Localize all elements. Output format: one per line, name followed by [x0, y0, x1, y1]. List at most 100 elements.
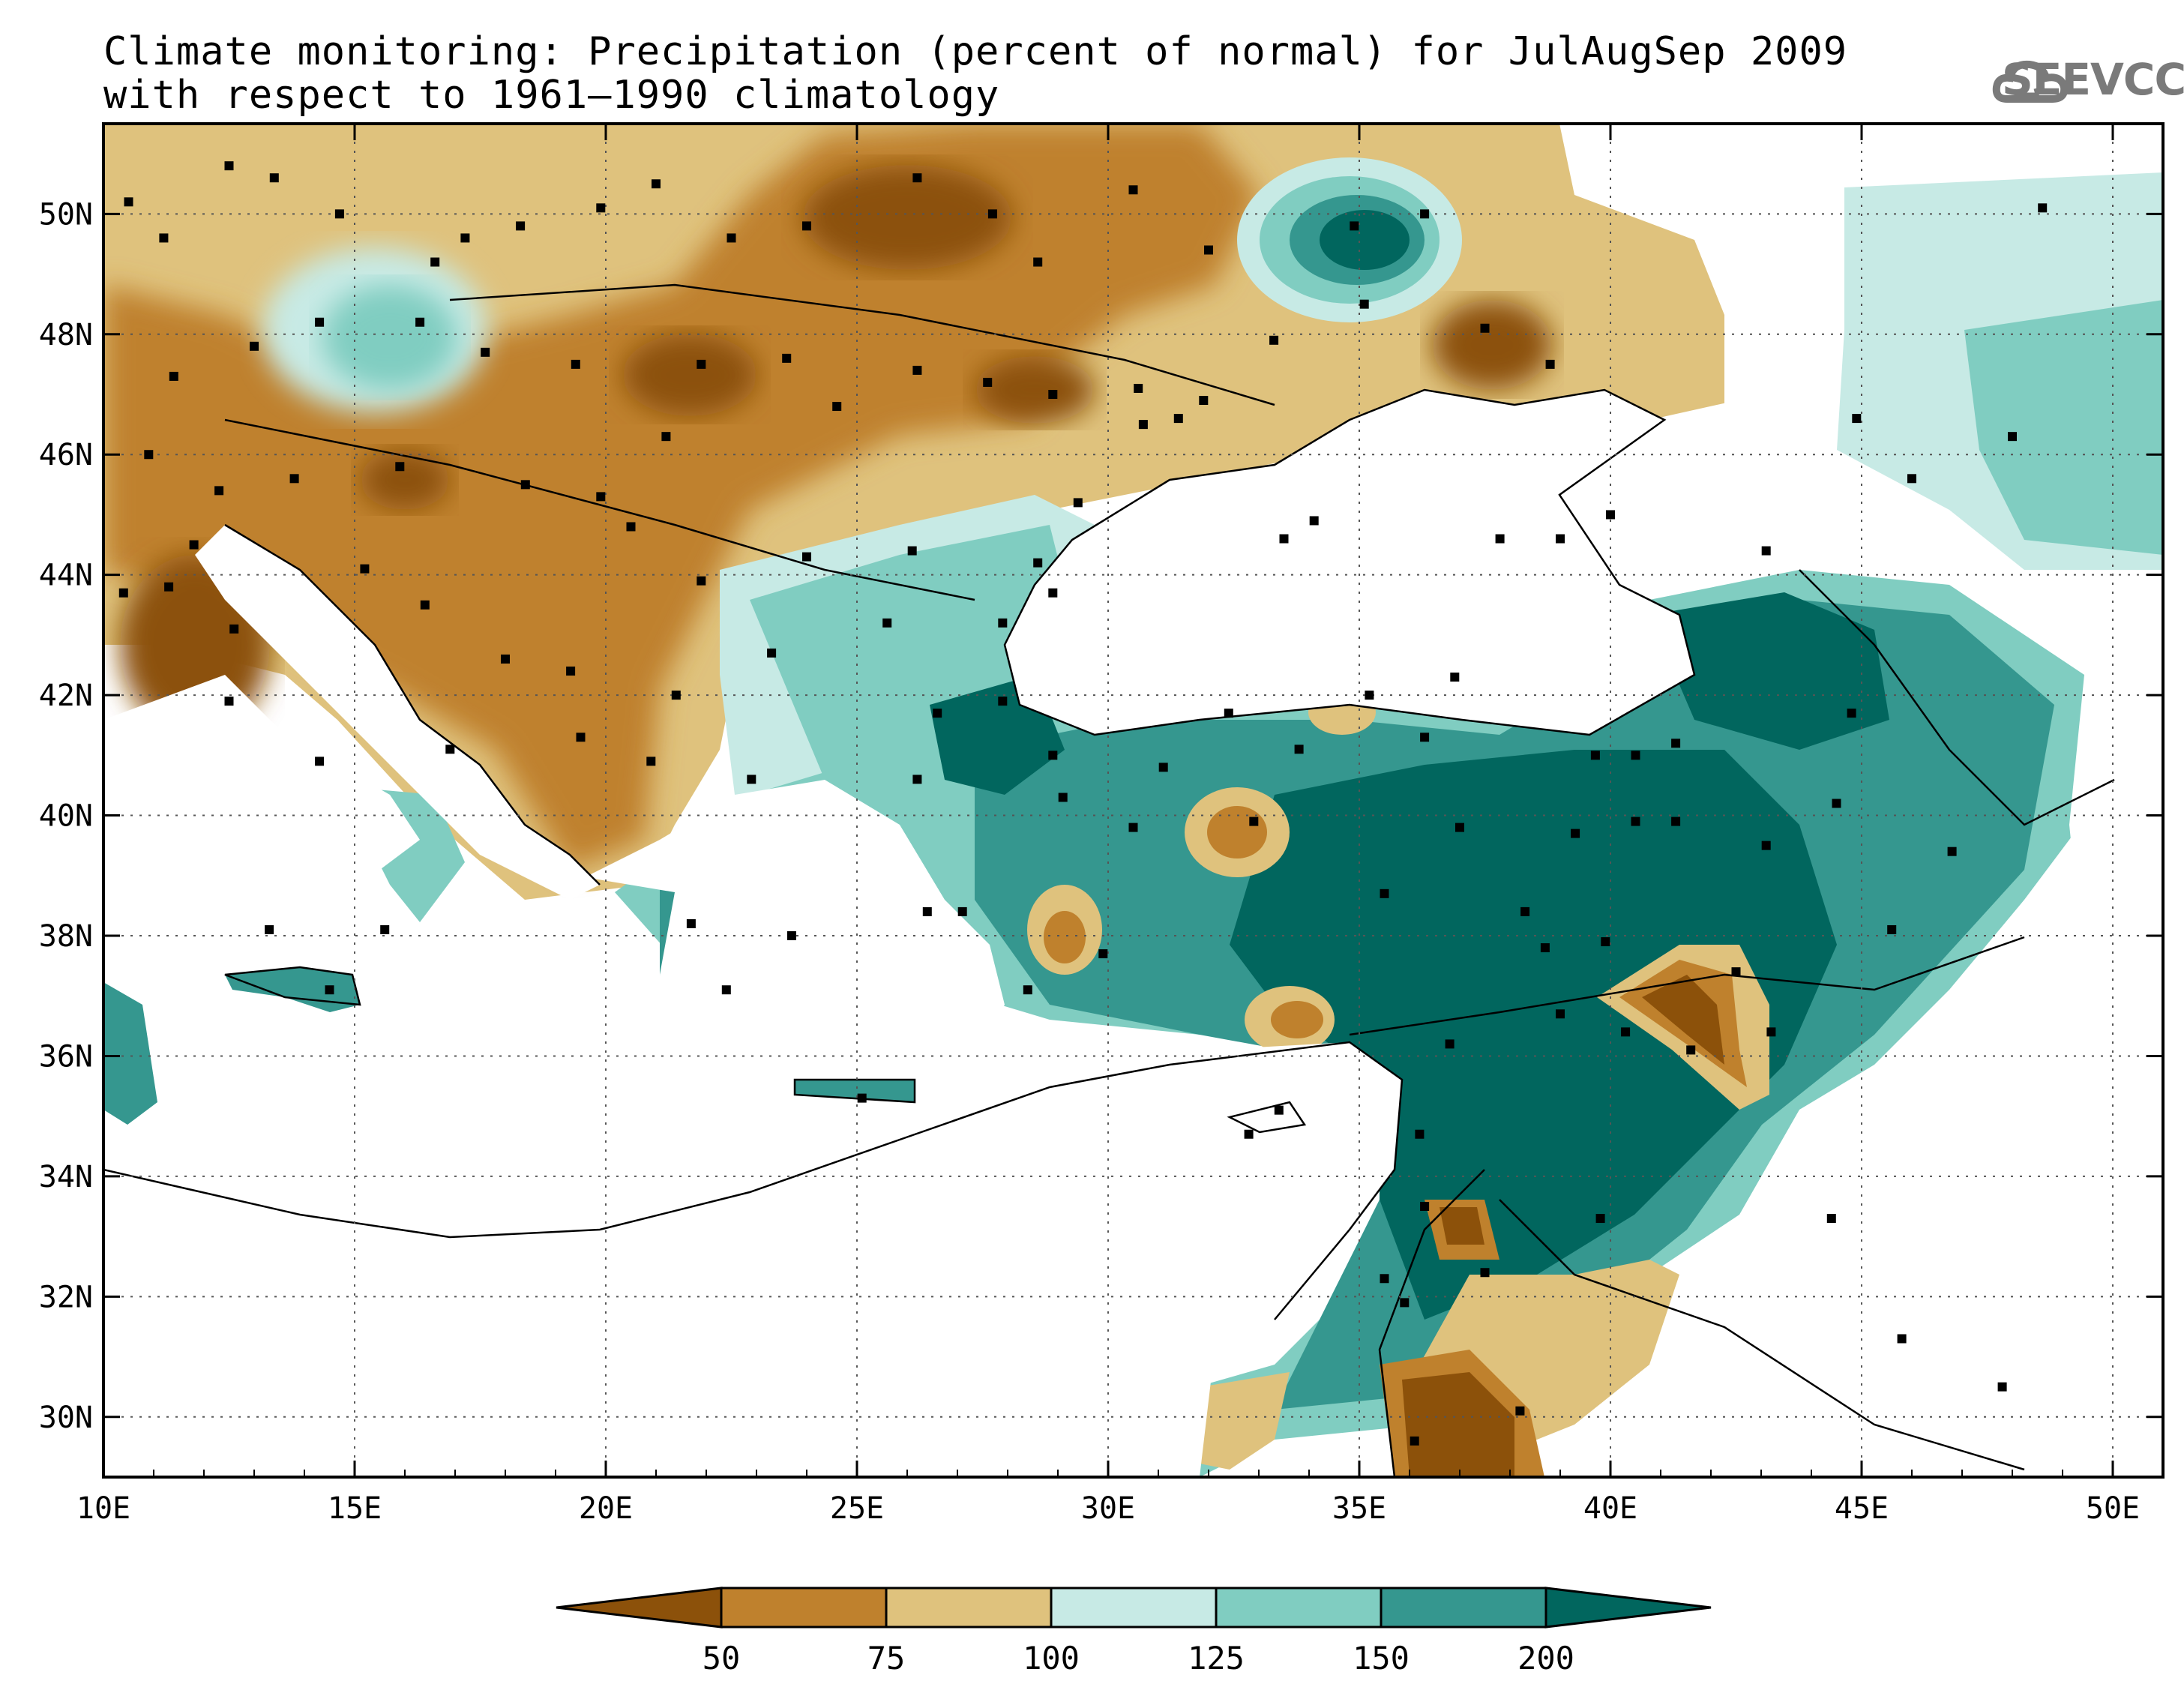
station-marker — [661, 432, 671, 442]
station-marker — [315, 757, 325, 766]
station-marker — [1274, 1105, 1284, 1115]
station-marker — [169, 371, 178, 381]
station-marker — [576, 733, 586, 742]
station-marker — [1571, 829, 1580, 838]
station-marker — [315, 317, 325, 327]
colorbar-box — [1050, 1587, 1218, 1629]
colorbar-low-triangle — [556, 1587, 723, 1629]
station-marker — [1545, 359, 1555, 369]
station-marker — [1826, 1214, 1836, 1224]
y-tick-label: 44N — [39, 559, 93, 593]
station-marker — [1686, 1045, 1696, 1055]
station-marker — [118, 588, 128, 598]
colorbar-high-triangle — [1544, 1587, 1712, 1629]
y-tick-label: 48N — [39, 318, 93, 352]
colorbar-box — [1380, 1587, 1547, 1629]
station-marker — [1671, 817, 1681, 826]
station-marker — [1420, 1202, 1430, 1211]
station-marker — [1048, 751, 1058, 760]
station-marker — [1847, 709, 1856, 718]
y-tick-label: 30N — [39, 1401, 93, 1435]
map-frame — [102, 122, 2165, 1479]
station-marker — [2038, 203, 2048, 213]
station-marker — [912, 775, 922, 784]
station-marker — [802, 221, 811, 231]
station-marker — [1671, 739, 1681, 748]
station-marker — [1128, 823, 1138, 832]
station-marker — [933, 709, 942, 718]
station-marker — [747, 775, 756, 784]
station-marker — [1134, 383, 1143, 393]
logo-text: SEEVCCC — [2002, 54, 2184, 105]
station-marker — [596, 203, 606, 213]
station-marker — [481, 347, 490, 357]
station-marker — [250, 341, 259, 351]
colorbar-label: 125 — [1188, 1640, 1245, 1677]
station-marker — [912, 173, 922, 183]
station-marker — [334, 209, 344, 219]
precipitation-field — [103, 124, 2163, 1477]
station-marker — [159, 233, 169, 243]
y-tick-label: 32N — [39, 1280, 93, 1314]
station-marker — [1595, 1214, 1605, 1224]
station-marker — [571, 359, 580, 369]
station-marker — [1048, 390, 1058, 399]
station-marker — [998, 618, 1008, 628]
station-marker — [1380, 1274, 1389, 1284]
y-tick-label: 42N — [39, 679, 93, 713]
station-marker — [802, 552, 811, 562]
x-tick-label: 10E — [76, 1491, 130, 1526]
station-marker — [1907, 474, 1916, 484]
x-tick-label: 50E — [2086, 1491, 2140, 1526]
station-marker — [1400, 1298, 1410, 1308]
station-marker — [697, 576, 706, 586]
station-marker — [1590, 751, 1600, 760]
station-marker — [1173, 414, 1183, 424]
station-marker — [289, 474, 299, 484]
station-marker — [229, 624, 239, 634]
station-marker — [144, 450, 154, 460]
station-marker — [1556, 534, 1565, 544]
station-marker — [857, 1093, 867, 1103]
station-marker — [1350, 221, 1359, 231]
station-marker — [1515, 1406, 1525, 1416]
map-title-line-1: Climate monitoring: Precipitation (perce… — [103, 29, 1848, 74]
station-marker — [1158, 763, 1168, 772]
x-tick-label: 45E — [1835, 1491, 1889, 1526]
y-tick-label: 36N — [39, 1039, 93, 1074]
station-marker — [224, 697, 234, 706]
x-tick-label: 35E — [1332, 1491, 1386, 1526]
station-marker — [269, 173, 279, 183]
station-marker — [430, 257, 440, 267]
x-tick-label: 25E — [830, 1491, 884, 1526]
station-marker — [1495, 534, 1505, 544]
station-marker — [782, 353, 792, 363]
station-marker — [1420, 209, 1430, 219]
station-marker — [1269, 335, 1279, 345]
station-marker — [1601, 937, 1610, 947]
station-marker — [1832, 799, 1841, 808]
station-marker — [1380, 888, 1389, 898]
station-marker — [395, 462, 405, 472]
station-marker — [1887, 924, 1897, 934]
station-marker — [1520, 906, 1530, 916]
station-marker — [1420, 733, 1430, 742]
y-tick-label: 38N — [39, 919, 93, 954]
y-tick-label: 40N — [39, 799, 93, 834]
station-marker — [460, 233, 470, 243]
station-marker — [1244, 1129, 1254, 1139]
station-marker — [1204, 245, 1213, 255]
station-marker — [1455, 823, 1464, 832]
station-marker — [1766, 1027, 1776, 1037]
y-tick-label: 34N — [39, 1160, 93, 1194]
station-marker — [767, 648, 777, 658]
station-marker — [686, 918, 696, 928]
y-tick-label: 50N — [39, 197, 93, 232]
station-marker — [1445, 1039, 1455, 1049]
station-marker — [1199, 396, 1209, 406]
station-marker — [380, 924, 390, 934]
station-marker — [445, 745, 455, 754]
station-marker — [1480, 323, 1490, 333]
station-marker — [646, 757, 656, 766]
